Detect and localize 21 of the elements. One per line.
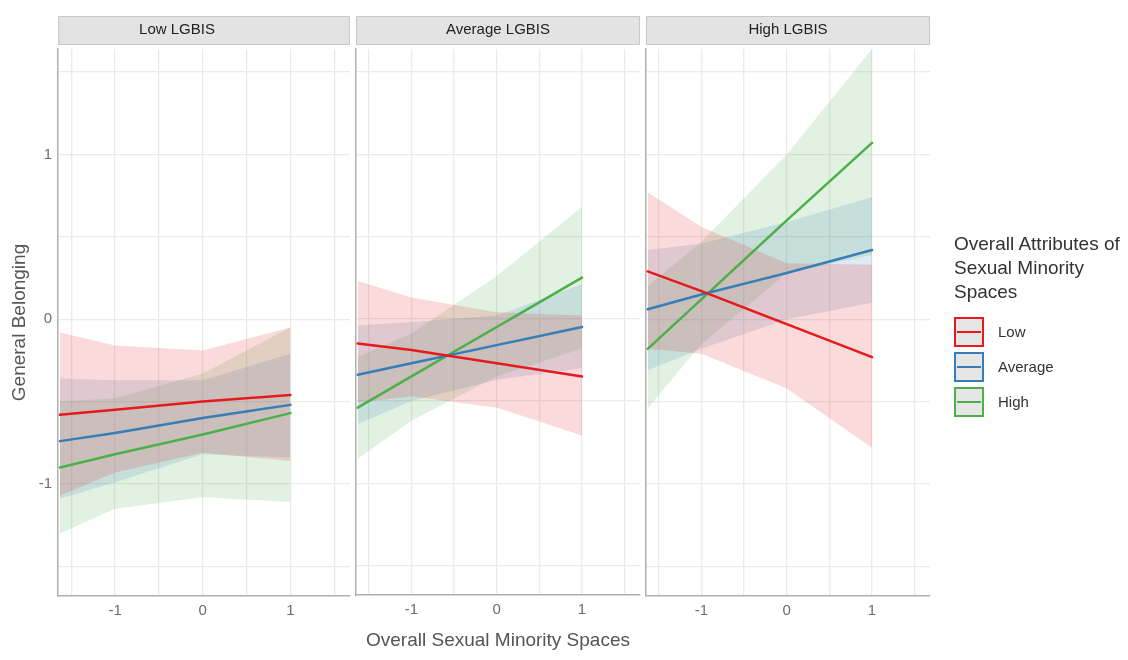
x-tick-label: -1 <box>694 601 709 619</box>
y-axis-title: General Belonging <box>7 243 29 402</box>
x-tick-label: 1 <box>867 601 877 619</box>
chart-title: Low LGBIS <box>139 20 215 38</box>
y-tick-label: -1 <box>38 474 53 492</box>
x-tick-label: 1 <box>286 601 295 619</box>
legend-label: Low <box>998 323 1026 340</box>
x-axis-title: Overall Sexual Minority Spaces <box>366 628 630 650</box>
y-tick-label: 1 <box>43 144 53 162</box>
legend-title: Overall Attributes of Sexual Minority Spaces <box>954 232 1121 304</box>
x-tick-label: 0 <box>492 600 501 618</box>
x-tick-label: 0 <box>782 601 791 619</box>
x-tick-label: -1 <box>108 601 122 619</box>
y-tick-label: 0 <box>43 309 53 327</box>
chart-title: High LGBIS <box>748 20 828 38</box>
x-tick-label: 1 <box>577 600 587 618</box>
x-tick-label: -1 <box>404 600 419 618</box>
x-tick-label: 0 <box>198 601 207 619</box>
legend-label: High <box>998 393 1029 410</box>
chart-title: Average LGBIS <box>446 20 550 38</box>
legend-label: Average <box>998 358 1054 375</box>
